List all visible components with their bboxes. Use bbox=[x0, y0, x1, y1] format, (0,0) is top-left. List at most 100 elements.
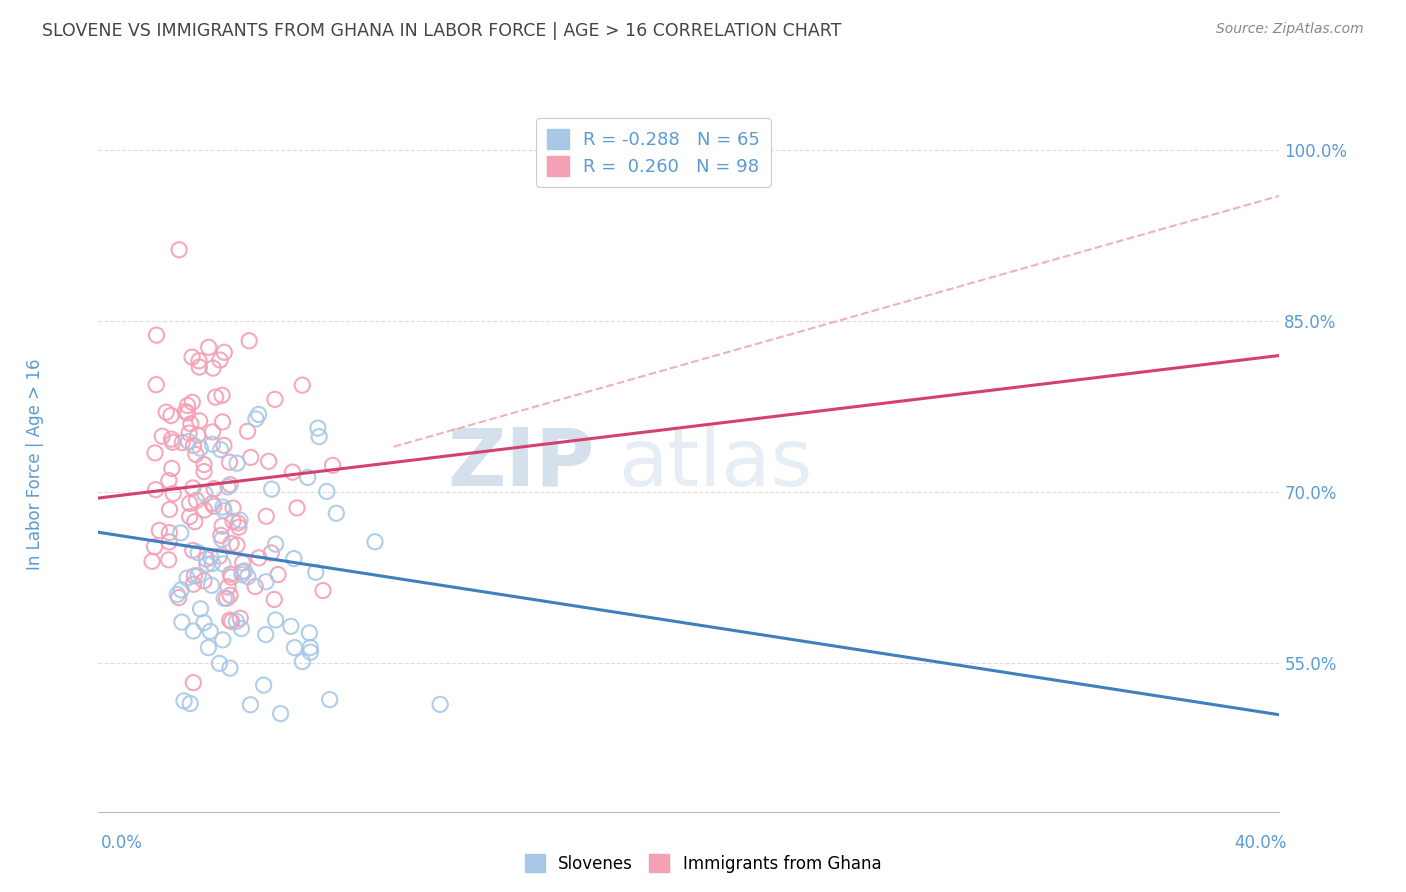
Point bbox=[145, 328, 167, 343]
Point bbox=[260, 482, 283, 496]
Point bbox=[254, 509, 277, 524]
Point bbox=[218, 613, 240, 627]
Point bbox=[429, 698, 451, 712]
Point bbox=[217, 580, 239, 594]
Point bbox=[184, 447, 207, 461]
Point bbox=[193, 458, 215, 472]
Point bbox=[183, 569, 205, 583]
Text: Source: ZipAtlas.com: Source: ZipAtlas.com bbox=[1216, 22, 1364, 37]
Point bbox=[264, 613, 287, 627]
Point bbox=[179, 697, 201, 711]
Point bbox=[155, 405, 177, 419]
Point bbox=[238, 334, 260, 348]
Point bbox=[312, 583, 335, 598]
Point bbox=[209, 528, 232, 542]
Point bbox=[226, 516, 249, 530]
Point bbox=[264, 392, 287, 407]
Point bbox=[202, 482, 225, 496]
Point bbox=[260, 546, 283, 560]
Point bbox=[236, 569, 259, 583]
Point bbox=[162, 486, 184, 500]
Point bbox=[257, 454, 280, 468]
Point bbox=[187, 568, 209, 582]
Point bbox=[307, 421, 329, 435]
Point bbox=[186, 493, 208, 508]
Point bbox=[283, 640, 305, 655]
Point bbox=[299, 645, 322, 659]
Point bbox=[160, 461, 183, 475]
Point bbox=[197, 640, 219, 655]
Point bbox=[264, 537, 287, 551]
Point bbox=[145, 483, 167, 497]
Point bbox=[308, 429, 330, 443]
Point bbox=[177, 425, 200, 440]
Point bbox=[159, 525, 181, 540]
Point bbox=[221, 615, 243, 629]
Point bbox=[233, 564, 256, 578]
Point bbox=[200, 578, 222, 592]
Point bbox=[245, 412, 267, 426]
Point bbox=[172, 435, 194, 450]
Point bbox=[254, 574, 277, 589]
Point bbox=[212, 500, 235, 514]
Point bbox=[209, 442, 232, 457]
Point bbox=[222, 514, 245, 528]
Point bbox=[181, 481, 204, 495]
Point bbox=[208, 657, 231, 671]
Point bbox=[219, 588, 242, 602]
Point bbox=[145, 377, 167, 392]
Point bbox=[176, 399, 198, 413]
Text: 0.0%: 0.0% bbox=[101, 834, 143, 852]
Point bbox=[195, 558, 218, 572]
Point bbox=[229, 513, 252, 527]
Point bbox=[225, 615, 247, 629]
Point bbox=[211, 388, 233, 402]
Point bbox=[184, 515, 207, 529]
Point bbox=[212, 438, 235, 452]
Point bbox=[188, 414, 211, 428]
Point bbox=[267, 567, 290, 582]
Point bbox=[226, 538, 249, 552]
Point bbox=[217, 480, 239, 494]
Point bbox=[322, 458, 344, 473]
Point bbox=[170, 582, 193, 597]
Point bbox=[215, 591, 238, 606]
Point bbox=[143, 446, 166, 460]
Point bbox=[229, 611, 252, 625]
Point bbox=[183, 577, 205, 591]
Point bbox=[183, 438, 205, 452]
Point bbox=[173, 694, 195, 708]
Point bbox=[159, 502, 181, 516]
Point bbox=[211, 519, 233, 533]
Point bbox=[204, 390, 226, 404]
Point bbox=[247, 550, 270, 565]
Point bbox=[218, 455, 240, 469]
Point bbox=[298, 626, 321, 640]
Point bbox=[193, 465, 215, 479]
Point bbox=[291, 655, 314, 669]
Text: ZIP: ZIP bbox=[447, 425, 595, 503]
Point bbox=[190, 602, 212, 616]
Text: SLOVENE VS IMMIGRANTS FROM GHANA IN LABOR FORCE | AGE > 16 CORRELATION CHART: SLOVENE VS IMMIGRANTS FROM GHANA IN LABO… bbox=[42, 22, 842, 40]
Point bbox=[167, 591, 190, 605]
Point bbox=[263, 592, 285, 607]
Point bbox=[157, 474, 180, 488]
Point bbox=[236, 425, 259, 439]
Point bbox=[231, 565, 253, 579]
Point bbox=[239, 698, 262, 712]
Point bbox=[201, 496, 224, 510]
Point bbox=[208, 353, 231, 368]
Point bbox=[228, 520, 250, 534]
Point bbox=[179, 509, 201, 524]
Point bbox=[222, 501, 245, 516]
Point bbox=[208, 549, 231, 563]
Point bbox=[297, 470, 319, 484]
Point bbox=[166, 587, 188, 601]
Point bbox=[325, 506, 347, 520]
Text: 40.0%: 40.0% bbox=[1234, 834, 1286, 852]
Point bbox=[226, 456, 249, 470]
Point bbox=[193, 574, 215, 588]
Point bbox=[270, 706, 292, 721]
Point bbox=[212, 557, 235, 571]
Point bbox=[160, 432, 183, 446]
